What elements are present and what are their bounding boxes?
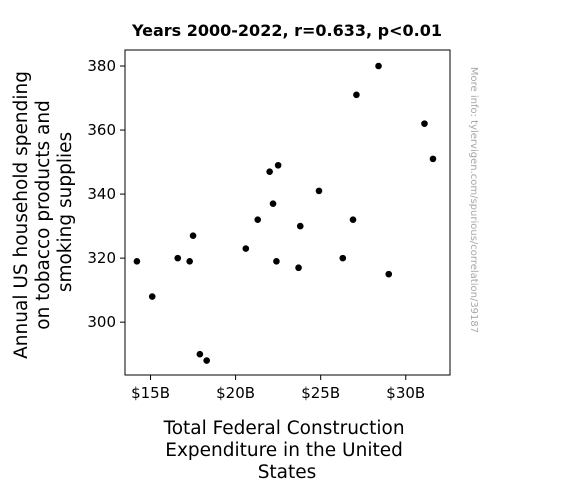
x-tick-label: $30B — [386, 384, 425, 402]
data-point — [296, 222, 304, 230]
y-axis-label-line: smoking supplies — [55, 132, 76, 292]
plot-area: $15B $20B $25B $30B 300 320 340 360 380 — [87, 49, 451, 402]
data-point — [353, 91, 360, 99]
data-points — [133, 62, 437, 364]
y-tick-label: 340 — [87, 185, 116, 203]
data-point — [375, 62, 382, 70]
plot-frame — [124, 49, 451, 376]
x-axis-label-line: Expenditure in the United — [165, 440, 403, 461]
data-point — [266, 168, 273, 175]
data-point — [429, 155, 437, 163]
y-tick-label: 300 — [87, 313, 116, 331]
data-point — [339, 254, 347, 262]
y-axis-label-line: on tobacco products and — [33, 100, 54, 330]
data-point — [189, 232, 197, 240]
watermark: More info: tylervigen.com/spurious/corre… — [468, 67, 479, 333]
y-tick-label: 360 — [87, 121, 116, 139]
y-axis: 300 320 340 360 380 — [87, 57, 125, 331]
data-point — [174, 254, 182, 262]
y-tick-label: 320 — [87, 249, 116, 267]
data-point — [186, 258, 193, 265]
x-axis-label: Total Federal Construction Expenditure i… — [163, 418, 411, 483]
data-point — [269, 200, 277, 207]
y-tick-label: 380 — [87, 57, 116, 75]
chart-title: Years 2000-2022, r=0.633, p<0.01 — [131, 21, 442, 40]
data-point — [148, 293, 156, 300]
data-point — [273, 258, 280, 265]
x-tick-label: $15B — [131, 384, 170, 402]
y-axis-label-line: Annual US household spending — [11, 71, 32, 359]
data-point — [421, 120, 428, 127]
data-point — [274, 161, 282, 169]
data-point — [385, 270, 393, 278]
data-point — [254, 216, 262, 224]
data-point — [295, 264, 302, 272]
y-axis-label: Annual US household spending on tobacco … — [11, 65, 76, 359]
data-point — [133, 258, 141, 265]
x-axis-label-line: States — [258, 462, 317, 483]
data-point — [315, 187, 323, 195]
x-tick-label: $25B — [301, 384, 340, 402]
data-point — [349, 216, 357, 224]
x-axis: $15B $20B $25B $30B — [131, 375, 425, 402]
data-point — [242, 245, 250, 252]
data-point — [196, 350, 204, 358]
x-tick-label: $20B — [216, 384, 255, 402]
data-point — [203, 357, 210, 364]
x-axis-label-line: Total Federal Construction — [163, 418, 405, 439]
